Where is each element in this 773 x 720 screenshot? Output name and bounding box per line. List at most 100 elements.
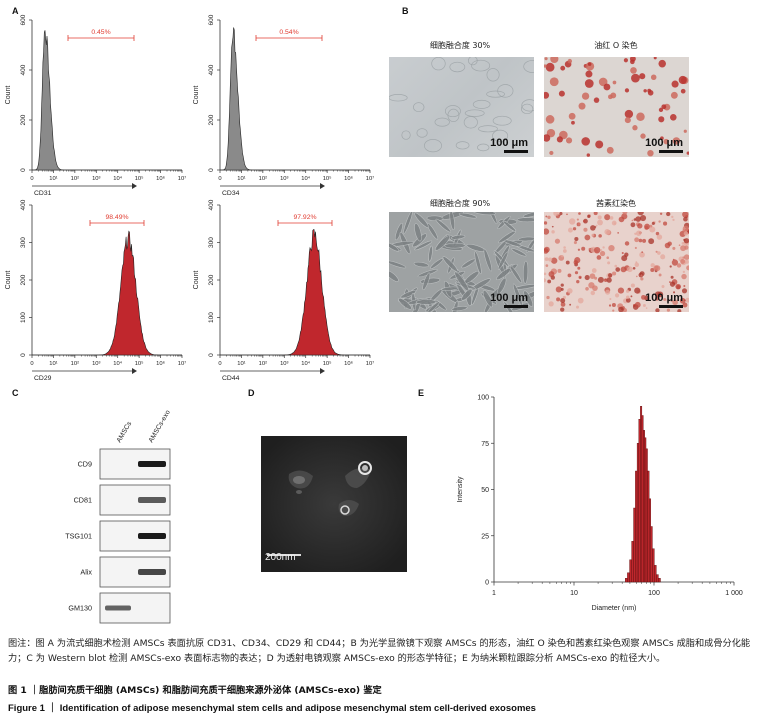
calcium-nodule — [548, 271, 555, 278]
cell — [415, 299, 437, 305]
calcium-nodule — [622, 212, 628, 215]
calcium-nodule — [593, 246, 601, 254]
y-tick-label: 25 — [481, 533, 489, 540]
calcium-nodule — [587, 214, 591, 218]
marker-arrowhead — [132, 368, 137, 374]
calcium-nodule — [607, 261, 611, 265]
calcium-nodule — [681, 273, 687, 280]
lipid-droplet — [630, 59, 635, 65]
calcium-nodule — [599, 250, 606, 257]
x-tick-label: 10⁷ — [366, 360, 375, 367]
marker-label: CD29 — [34, 375, 52, 382]
cell — [434, 117, 450, 127]
y-tick-label: 200 — [208, 114, 215, 125]
flow-histogram-cd29: 0 100 200 300 400 Count 0 10¹ 10² 10³ 10⁴ 10⁵ 10⁶ 10⁷… — [5, 199, 186, 382]
y-tick-label: 0 — [20, 168, 27, 172]
y-tick-label: 200 — [20, 114, 27, 125]
calcium-nodule — [630, 222, 636, 228]
lipid-droplet — [658, 107, 664, 112]
size-bar — [654, 565, 657, 583]
lipid-droplet — [643, 89, 647, 93]
cell — [389, 270, 399, 282]
y-tick-label: 400 — [208, 64, 215, 75]
blot-row-gm130: GM130 — [68, 592, 171, 624]
calcium-nodule — [604, 228, 611, 235]
flow-histogram-cd34: 0 200 400 600 Count 0 10¹ 10² 10³ 10⁴ 10⁵ 10⁶ 10⁷ CD3… — [193, 14, 374, 197]
calcium-nodule — [584, 275, 590, 281]
calcium-nodule — [588, 247, 591, 251]
micro-image-oil-red: 100 μm — [544, 57, 689, 157]
nta-chart: 0 25 50 75 100 Intensity 1 10 100 1 000 Diameter (… — [457, 395, 743, 613]
calcium-nodule — [614, 293, 620, 298]
size-bar — [656, 574, 659, 583]
cell — [492, 115, 512, 126]
y-tick-label: 100 — [208, 312, 215, 323]
calcium-nodule — [637, 223, 643, 229]
calcium-nodule — [609, 216, 614, 220]
calcium-nodule — [566, 213, 568, 216]
calcium-nodule — [631, 219, 634, 222]
calcium-nodule — [625, 289, 630, 293]
calcium-nodule — [637, 212, 644, 216]
calcium-nodule — [604, 278, 607, 281]
flow-cytometry-panel: 0 200 400 600 Count 0 10¹ 10² 10³ 10⁴ 10⁵ 10⁶ 10⁷ CD3… — [5, 14, 375, 382]
calcium-nodule — [655, 308, 660, 312]
calcium-nodule — [666, 298, 670, 302]
cell — [523, 60, 534, 73]
calcium-nodule — [544, 257, 549, 262]
size-bar — [645, 448, 648, 583]
cell — [400, 290, 417, 299]
calcium-nodule — [682, 212, 689, 218]
calcium-nodule — [683, 254, 689, 260]
calcium-nodule — [680, 259, 686, 264]
y-tick-label: 300 — [20, 237, 27, 248]
lipid-droplet — [672, 137, 681, 145]
cell — [496, 268, 511, 281]
marker-arrowhead — [320, 183, 325, 189]
histogram-area — [220, 27, 370, 171]
x-tick-label: 10³ — [280, 176, 288, 182]
cell — [523, 290, 533, 307]
lipid-droplet — [595, 140, 604, 149]
lipid-droplet — [671, 80, 679, 88]
cell — [426, 215, 444, 222]
cell — [434, 235, 451, 251]
cell — [450, 300, 459, 312]
lipid-droplet — [632, 125, 638, 131]
calcium-nodule — [630, 295, 633, 298]
calcium-nodule — [635, 216, 642, 222]
calcium-nodule — [573, 240, 577, 245]
calcium-nodule — [577, 297, 584, 304]
lipid-droplet — [545, 115, 555, 124]
calcium-nodule — [650, 263, 655, 268]
calcium-nodule — [655, 250, 658, 253]
cell — [450, 234, 466, 240]
calcium-nodule — [670, 299, 673, 303]
lipid-droplet — [630, 67, 637, 74]
lipid-droplet — [624, 109, 634, 119]
calcium-nodule — [640, 274, 643, 277]
calcium-nodule — [560, 287, 564, 291]
calcium-nodule — [634, 237, 640, 243]
calcium-nodule — [609, 297, 612, 301]
calcium-nodule — [597, 219, 603, 226]
lipid-droplet — [661, 104, 667, 110]
x-tick-label: 10 — [570, 590, 578, 597]
y-axis-label: Count — [193, 86, 200, 105]
calcium-nodule — [683, 231, 689, 236]
blot-label: TSG101 — [65, 532, 92, 541]
scale-bar: 100 μm — [490, 137, 528, 153]
cell — [463, 116, 478, 129]
calcium-nodule — [576, 305, 579, 309]
calcium-nodule — [565, 260, 570, 265]
blot-frame — [99, 520, 171, 552]
cell — [497, 84, 514, 98]
cell — [466, 243, 486, 252]
calcium-nodule — [605, 289, 611, 295]
calcium-nodule — [591, 233, 595, 237]
lipid-droplet — [612, 80, 617, 85]
calcium-nodule — [663, 221, 668, 226]
calcium-nodule — [567, 227, 573, 233]
lipid-droplet — [558, 90, 565, 97]
calcium-nodule — [660, 254, 666, 260]
